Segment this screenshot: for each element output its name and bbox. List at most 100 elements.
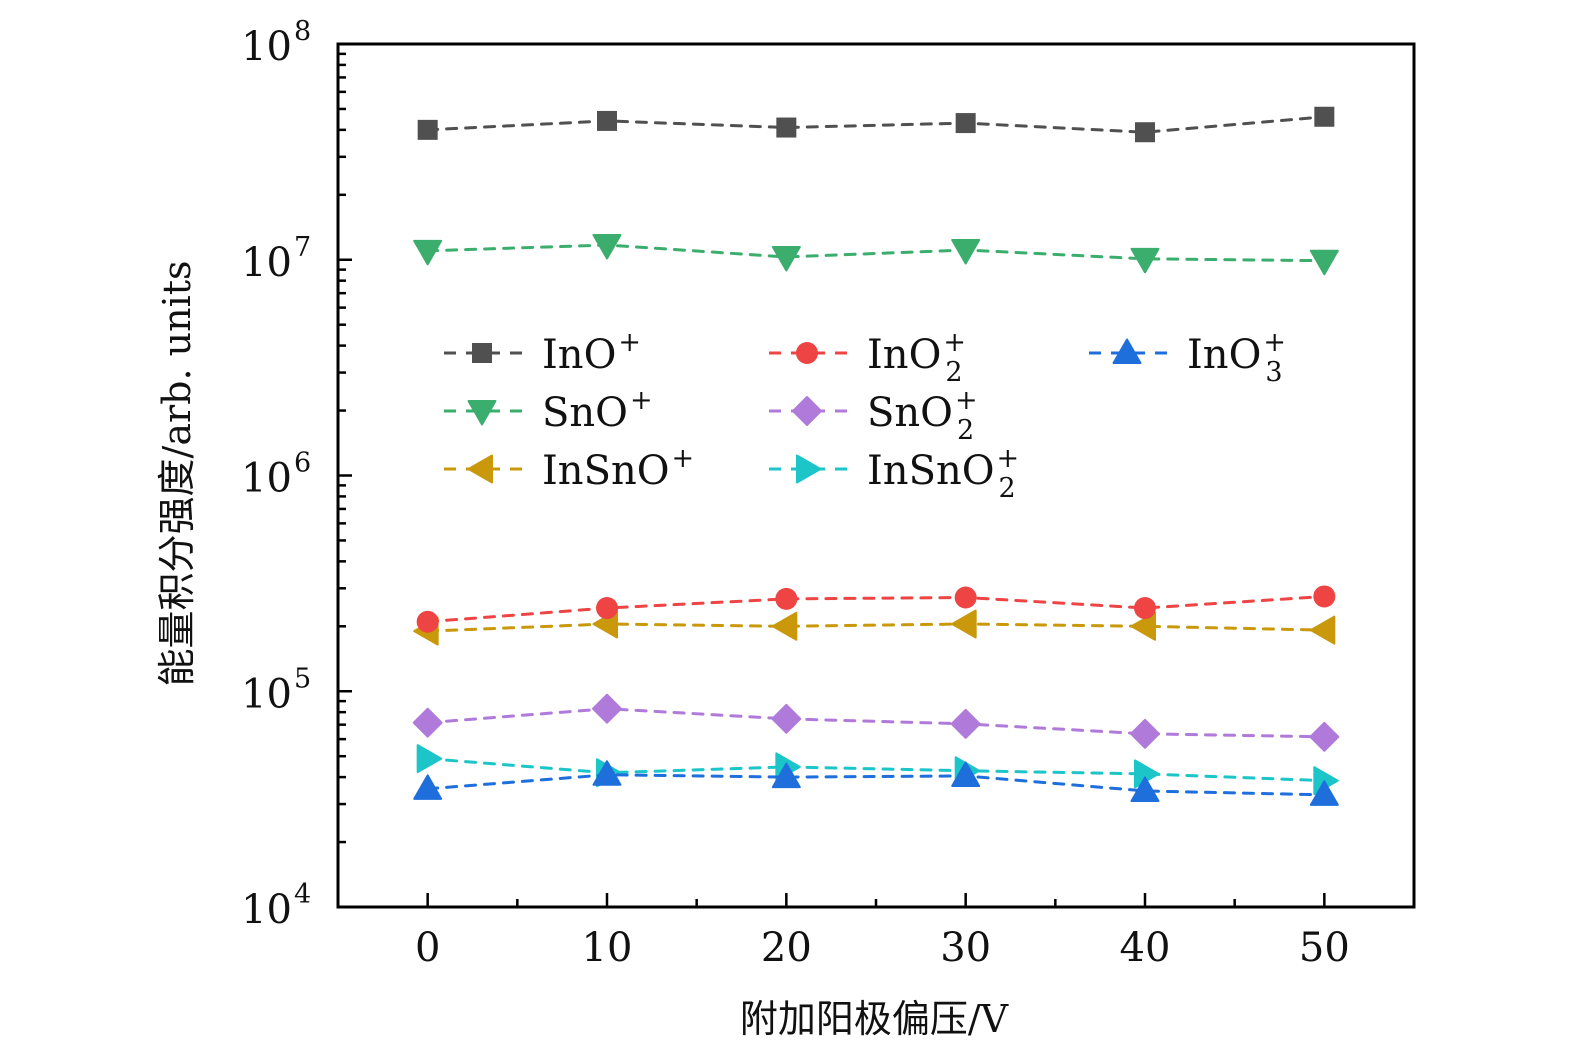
data-point [775,587,798,610]
x-tick-label: 40 [1120,925,1171,971]
legend-marker [792,396,822,426]
series-layer [412,106,1340,806]
legend-label-sup: + [997,443,1020,474]
legend-label-sup: + [955,385,978,416]
x-tick-label: 30 [940,925,991,971]
data-point [771,703,802,734]
series-line [426,773,1326,797]
data-point [596,597,618,620]
legend-marker [796,454,822,484]
data-point [597,110,617,131]
data-point [776,117,797,138]
legend-label: InSnO [867,448,995,494]
data-point [1130,247,1160,274]
data-point [1309,615,1336,645]
legend-item: InO +3 [1087,327,1286,388]
x-tick-label: 20 [761,925,812,971]
y-tick-exponent: 4 [294,879,311,910]
y-tick-base: 10 [241,240,292,286]
series-line [426,594,1326,624]
data-point [1309,249,1339,276]
legend-label-sup: + [943,327,966,358]
data-point [951,761,981,787]
legend-item: InO +2 [767,327,966,388]
x-axis-label: 附加阳极偏压/V [740,997,1009,1041]
data-point [417,119,438,140]
y-tick-exponent: 8 [294,16,311,47]
series-line [426,757,1326,783]
legend-item: InO + [442,327,641,378]
data-point [771,245,801,272]
series-SnO+ [413,234,1339,276]
data-point [1134,597,1156,620]
data-point [413,239,443,266]
legend-label-sub: 2 [957,415,974,446]
data-point [1130,611,1156,641]
data-point [1313,585,1336,608]
data-point [954,586,977,609]
data-point [771,762,801,789]
y-tick-label: 10 5 [241,663,311,717]
legend-label-sup: + [618,327,641,358]
data-point [592,234,622,260]
legend-label: InO [867,332,941,378]
legend-marker [467,400,497,426]
series-line [426,115,1326,134]
data-point [1309,721,1340,752]
legend-label: SnO [867,390,953,436]
legend-item: SnO +2 [767,385,978,446]
legend-item: InSnO +2 [767,443,1019,504]
data-point [412,707,443,738]
y-tick-exponent: 7 [294,232,311,263]
data-point [1309,780,1339,806]
legend-label-sup: + [672,443,695,474]
data-point [592,693,622,724]
y-tick-label: 10 4 [241,879,311,933]
data-point [1130,718,1160,749]
legend-label: SnO [542,390,628,436]
legend-marker [796,342,818,364]
x-tick-label: 0 [415,925,440,971]
data-point [416,610,439,633]
y-tick-base: 10 [241,887,292,933]
legend-label: InO [542,332,616,378]
y-tick-label: 10 8 [241,16,311,70]
y-tick-exponent: 5 [294,663,311,694]
legend-label-sup: + [630,385,653,416]
legend-item: InSnO + [442,443,694,494]
y-tick-exponent: 6 [294,448,311,479]
series-line [426,622,1326,633]
y-tick-base: 10 [241,456,292,502]
y-axis-label: 能量积分强度/arb. units [155,261,199,687]
series-line [426,243,1326,263]
data-point [413,774,443,800]
series-InSnO+ [413,609,1336,646]
data-point [955,113,976,134]
x-tick-label: 10 [582,925,633,971]
legend-marker [467,454,493,484]
series-InSnO2+ [416,744,1339,796]
legend-label: InSnO [542,448,670,494]
data-point [951,609,977,639]
data-point [771,611,798,641]
data-point [592,760,622,786]
legend-marker [472,343,492,363]
y-tick-label: 10 6 [241,448,311,502]
series-InO+ [417,106,1335,143]
series-SnO2+ [412,693,1340,752]
data-point [1130,776,1160,802]
series-InO3+ [413,760,1339,806]
legend-label-sub: 2 [945,357,962,388]
y-tick-label: 10 7 [241,232,311,286]
data-point [1314,106,1335,127]
series-InO2+ [416,585,1336,633]
legend-label-sub: 3 [1265,357,1282,388]
legend-label: InO [1187,332,1261,378]
legend-item: SnO + [442,385,653,436]
data-point [1135,122,1155,143]
legend-marker [1112,338,1142,364]
data-point [416,744,443,774]
